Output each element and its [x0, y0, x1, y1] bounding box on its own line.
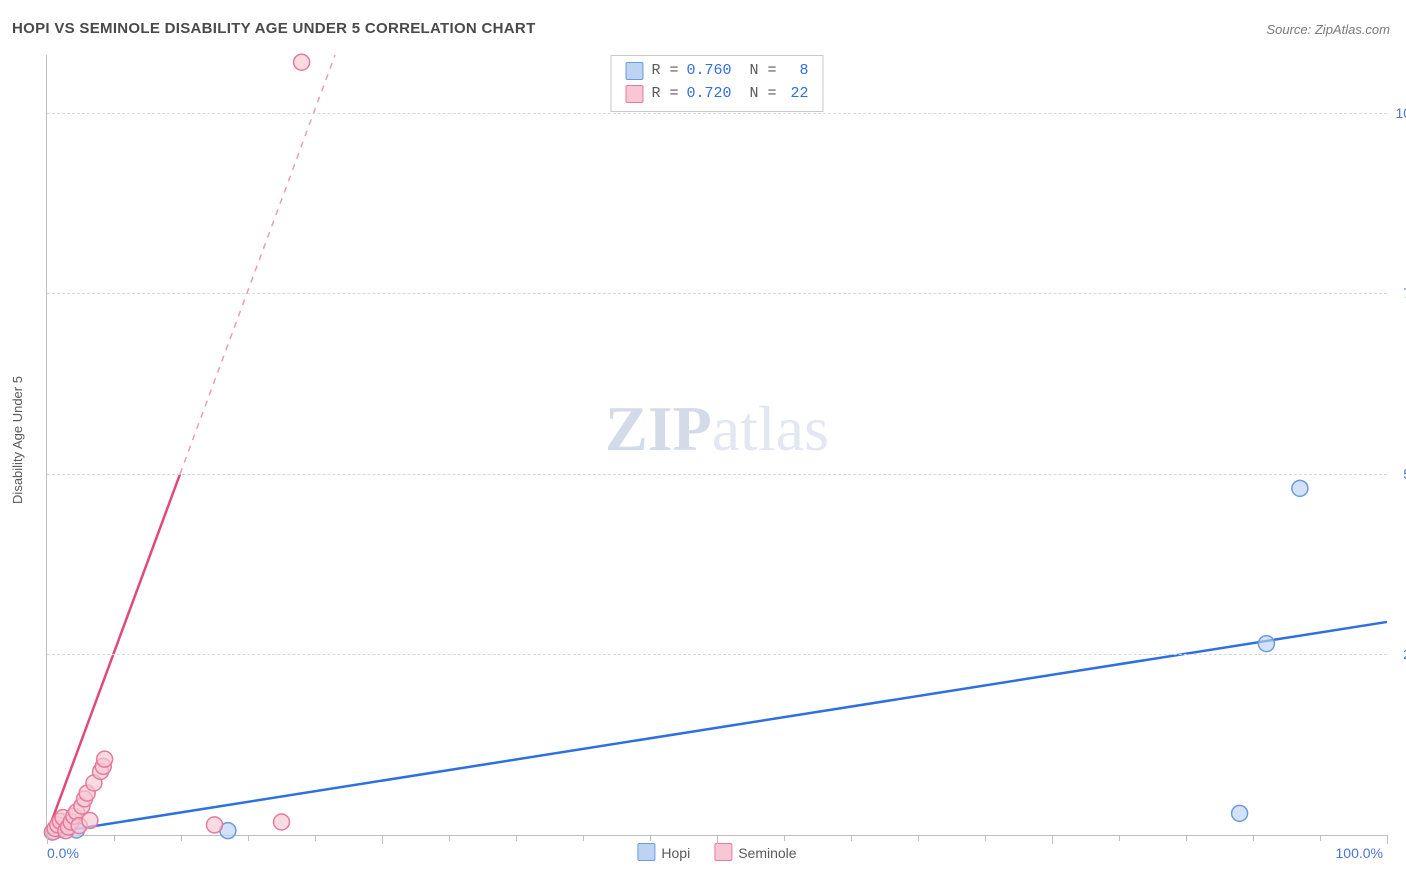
x-tick-major	[382, 835, 383, 844]
x-tick-major	[717, 835, 718, 844]
x-tick-minor	[1253, 835, 1254, 841]
gridline-horizontal	[47, 293, 1387, 294]
data-point-seminole	[97, 751, 113, 767]
stats-row-seminole: R = 0.720 N = 22	[625, 83, 808, 106]
x-tick-minor	[181, 835, 182, 841]
x-tick-major	[1387, 835, 1388, 844]
x-tick-minor	[516, 835, 517, 841]
legend-item-seminole: Seminole	[714, 843, 796, 861]
legend-item-hopi: Hopi	[637, 843, 690, 861]
gridline-horizontal	[47, 474, 1387, 475]
stats-r-label: R =	[651, 83, 678, 106]
x-axis-max-label: 100.0%	[1336, 845, 1383, 861]
legend-swatch-icon	[714, 843, 732, 861]
x-axis-min-label: 0.0%	[47, 845, 79, 861]
x-tick-minor	[248, 835, 249, 841]
plot-area: ZIPatlas R =0.760N =8R =0.720N =22 0.0% …	[46, 55, 1387, 836]
stats-n-value: 8	[785, 60, 809, 83]
x-tick-minor	[851, 835, 852, 841]
x-tick-minor	[1186, 835, 1187, 841]
source-name: ZipAtlas.com	[1315, 22, 1390, 37]
x-tick-minor	[650, 835, 651, 841]
stats-swatch-icon	[625, 62, 643, 80]
x-tick-minor	[449, 835, 450, 841]
x-tick-major	[47, 835, 48, 844]
x-tick-major	[1052, 835, 1053, 844]
data-point-seminole	[82, 813, 98, 829]
x-tick-minor	[315, 835, 316, 841]
stats-n-value: 22	[785, 83, 809, 106]
trend-line-dashed-seminole	[180, 55, 335, 474]
gridline-horizontal	[47, 113, 1387, 114]
legend-swatch-icon	[637, 843, 655, 861]
x-tick-minor	[114, 835, 115, 841]
stats-box: R = 0.760 N = 8 R = 0.720 N = 22	[610, 55, 823, 112]
stats-n-label: N =	[750, 83, 777, 106]
source-attribution: Source: ZipAtlas.com	[1266, 22, 1390, 37]
x-tick-minor	[583, 835, 584, 841]
data-point-hopi	[1258, 636, 1274, 652]
source-prefix: Source:	[1266, 22, 1314, 37]
stats-swatch-icon	[625, 85, 643, 103]
data-point-seminole	[294, 54, 310, 70]
stats-r-value: 0.720	[686, 83, 731, 106]
stats-r-value: 0.760	[686, 60, 731, 83]
data-point-seminole	[207, 817, 223, 833]
chart-svg	[47, 55, 1387, 835]
stats-r-label: R =	[651, 60, 678, 83]
gridline-horizontal	[47, 654, 1387, 655]
chart-title: HOPI VS SEMINOLE DISABILITY AGE UNDER 5 …	[12, 20, 536, 37]
x-tick-minor	[985, 835, 986, 841]
y-tick-label: 100.0%	[1396, 105, 1406, 121]
legend: Hopi Seminole	[637, 843, 796, 861]
stats-n-label: N =	[750, 60, 777, 83]
legend-label: Hopi	[661, 845, 690, 861]
data-point-hopi	[1292, 480, 1308, 496]
legend-label: Seminole	[738, 845, 796, 861]
data-point-seminole	[274, 814, 290, 830]
x-tick-minor	[1119, 835, 1120, 841]
data-point-hopi	[1232, 805, 1248, 821]
stats-row-hopi: R = 0.760 N = 8	[625, 60, 808, 83]
x-tick-minor	[918, 835, 919, 841]
x-tick-minor	[1320, 835, 1321, 841]
x-tick-minor	[784, 835, 785, 841]
y-axis-label: Disability Age Under 5	[10, 376, 25, 504]
